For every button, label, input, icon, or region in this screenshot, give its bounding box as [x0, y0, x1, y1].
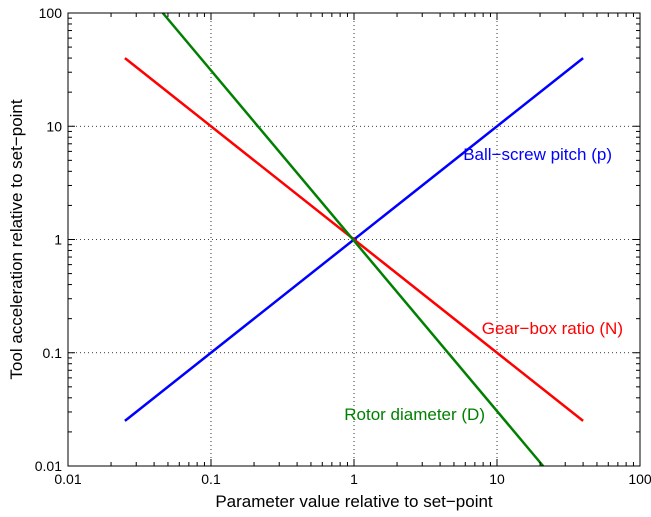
series-label-gear-box-ratio: Gear−box ratio (N) — [482, 319, 623, 338]
series-lines — [124, 12, 584, 467]
y-tick-label: 0.01 — [35, 458, 62, 474]
tick-labels: 0.01 0.1 1 10 100 0.01 0.1 1 10 100 — [35, 5, 651, 487]
x-tick-label: 0.01 — [54, 471, 81, 487]
grid-lines — [68, 13, 640, 466]
x-axis-label: Parameter value relative to set−point — [215, 492, 493, 511]
y-tick-label: 100 — [39, 5, 63, 21]
series-line-rotor-diameter — [161, 12, 545, 467]
series-labels: Ball−screw pitch (p) Gear−box ratio (N) Ro… — [344, 145, 623, 424]
axis-ticks — [67, 12, 641, 467]
y-tick-label: 0.1 — [43, 345, 63, 361]
series-label-rotor-diameter: Rotor diameter (D) — [344, 405, 485, 424]
x-tick-label: 10 — [489, 471, 505, 487]
series-label-ball-screw-pitch: Ball−screw pitch (p) — [463, 145, 612, 164]
y-tick-label: 1 — [54, 232, 62, 248]
x-tick-label: 1 — [350, 471, 358, 487]
x-tick-label: 0.1 — [201, 471, 221, 487]
y-tick-label: 10 — [46, 118, 62, 134]
x-tick-label: 100 — [628, 471, 651, 487]
y-axis-label: Tool acceleration relative to set−point — [7, 99, 26, 379]
